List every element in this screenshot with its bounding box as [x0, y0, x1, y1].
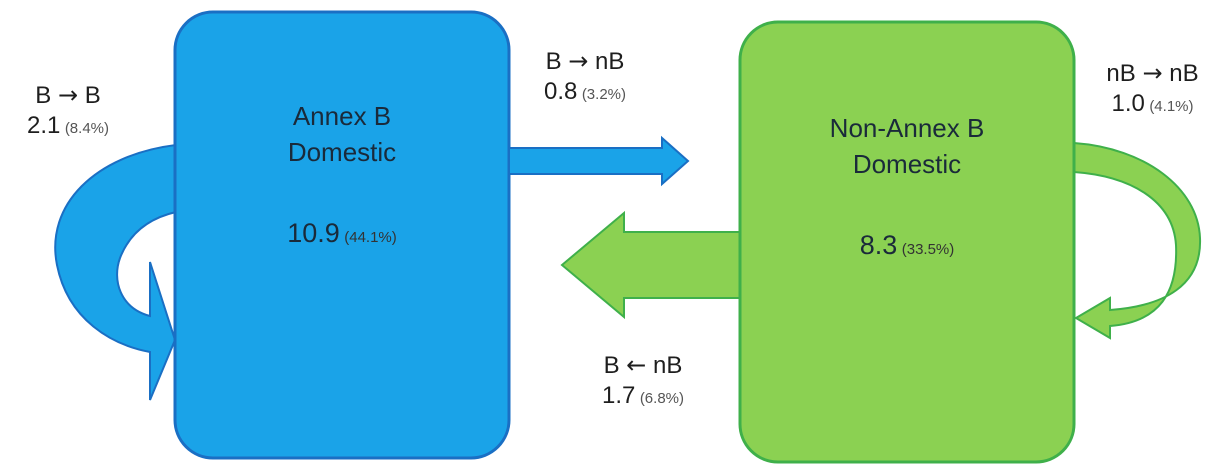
b-to-nb-pct: (3.2%): [581, 86, 626, 103]
nb-to-nb-flow: nB → nB: [1090, 58, 1215, 89]
nb-to-nb-amount: 1.0 (4.1%): [1090, 89, 1215, 119]
non-annex-b-title-line1: Non-Annex B: [829, 113, 985, 143]
annex-b-title-line1: Annex B: [292, 101, 392, 131]
b-to-b-value: 2.1: [26, 112, 61, 139]
non-annex-b-value-pct: (33.5%): [901, 241, 955, 258]
nb-to-b-flow: B ← nB: [578, 350, 708, 381]
b-to-b-pct: (8.4%): [64, 120, 109, 137]
nb-to-b-from: B: [603, 352, 620, 379]
annex-b-title: Annex B Domestic: [175, 98, 509, 171]
b-to-b-amount: 2.1 (8.4%): [8, 111, 128, 141]
b-to-nb-value: 0.8: [543, 78, 578, 105]
nb-to-b-pct: (6.8%): [639, 390, 684, 407]
nb-to-b-value: 1.7: [601, 382, 636, 409]
b-to-b-flow: B → B: [8, 80, 128, 111]
b-to-b-loop-arrow: [54, 143, 177, 401]
b-to-nb-flow: B → nB: [525, 46, 645, 77]
b-to-nb-from: B: [545, 48, 562, 75]
right-arrow-icon: →: [568, 47, 589, 75]
b-to-nb-label: B → nB 0.8 (3.2%): [525, 46, 645, 107]
b-to-b-from: B: [35, 82, 52, 109]
nb-to-nb-value: 1.0: [1111, 90, 1145, 117]
annex-b-box: [173, 10, 511, 460]
b-to-nb-amount: 0.8 (3.2%): [525, 77, 645, 107]
right-arrow-icon: →: [57, 81, 79, 109]
nb-to-nb-pct: (4.1%): [1149, 98, 1194, 115]
nb-to-nb-label: nB → nB 1.0 (4.1%): [1090, 58, 1215, 119]
b-to-nb-arrow: [508, 135, 690, 187]
non-annex-b-value-number: 8.3: [859, 230, 898, 260]
b-to-nb-to: nB: [595, 48, 625, 75]
annex-b-value-number: 10.9: [287, 218, 340, 248]
annex-b-value-pct: (44.1%): [344, 229, 397, 246]
nb-to-b-arrow: [560, 210, 741, 320]
nb-to-b-label: B ← nB 1.7 (6.8%): [578, 350, 708, 411]
right-arrow-icon: →: [1142, 59, 1163, 87]
nb-to-b-to: nB: [653, 352, 683, 379]
b-to-b-label: B → B 2.1 (8.4%): [8, 80, 128, 141]
nb-to-b-amount: 1.7 (6.8%): [578, 381, 708, 411]
annex-b-title-line2: Domestic: [287, 137, 397, 168]
left-arrow-icon: ←: [626, 351, 647, 379]
nb-to-nb-loop-arrow: [1073, 141, 1202, 340]
b-to-b-to: B: [84, 82, 101, 109]
nb-to-nb-to: nB: [1169, 60, 1199, 87]
non-annex-b-value: 8.3 (33.5%): [740, 230, 1074, 261]
nb-to-nb-from: nB: [1106, 60, 1136, 87]
non-annex-b-title-line2: Domestic: [852, 149, 962, 180]
non-annex-b-box: [738, 20, 1076, 464]
annex-b-value: 10.9 (44.1%): [175, 218, 509, 249]
non-annex-b-title: Non-Annex B Domestic: [740, 110, 1074, 183]
